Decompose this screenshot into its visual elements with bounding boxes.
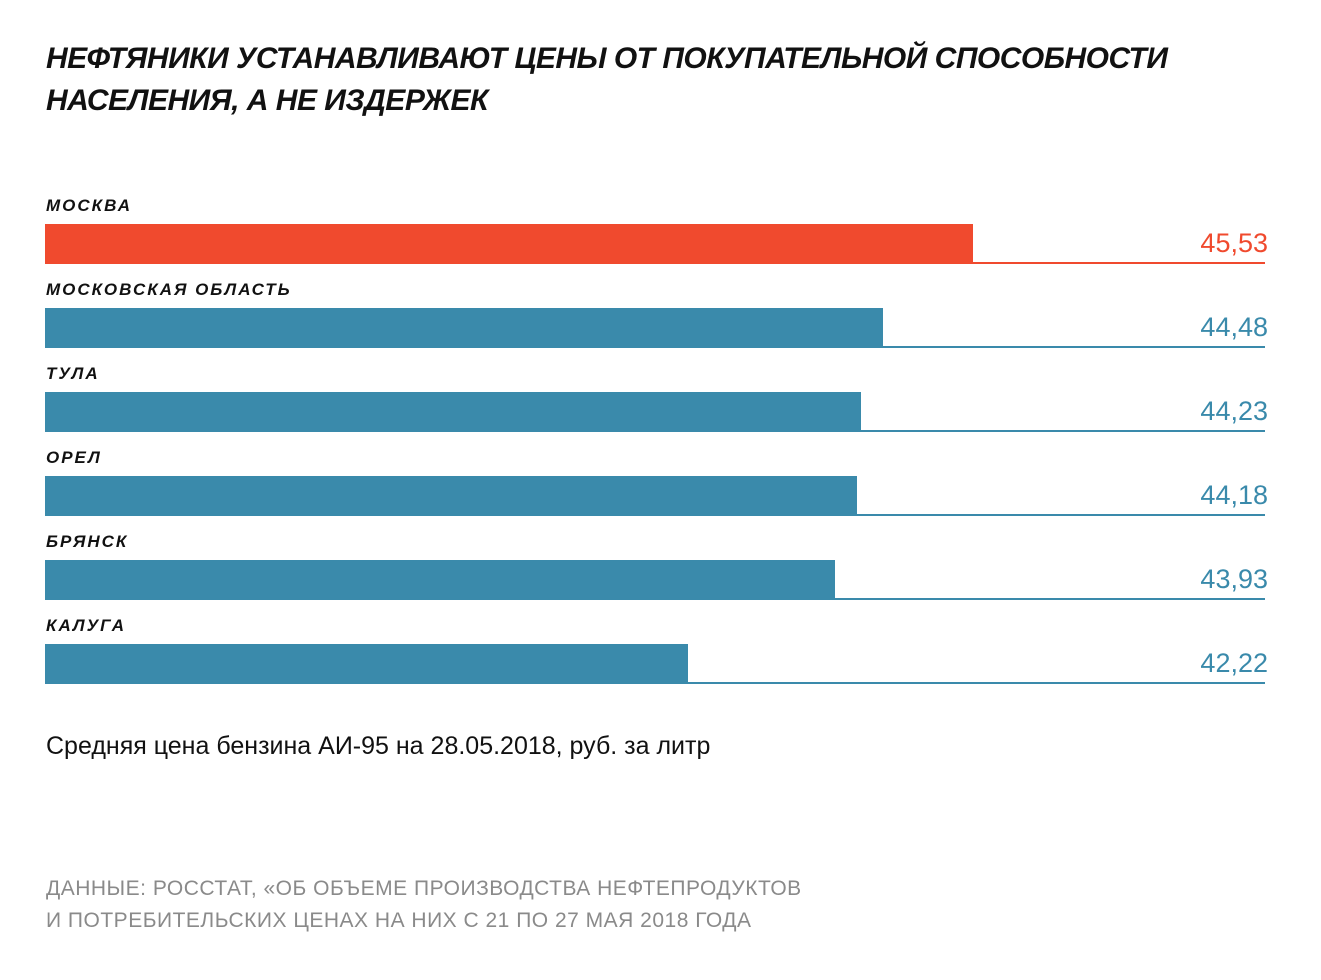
- category-label: КАЛУГА: [46, 616, 126, 635]
- bar: [45, 308, 883, 348]
- bar: [45, 476, 857, 516]
- bar-row: ОРЕЛ 44,18: [45, 448, 1268, 532]
- bar: [45, 224, 974, 264]
- bar-row: МОСКВА 45,53: [45, 196, 1268, 280]
- chart-subtitle: Средняя цена бензина АИ-95 на 28.05.2018…: [46, 732, 711, 760]
- value-label: 42,22: [1200, 648, 1268, 678]
- category-label: МОСКВА: [46, 196, 133, 215]
- category-label: МОСКОВСКАЯ ОБЛАСТЬ: [46, 280, 292, 299]
- value-label: 44,23: [1200, 396, 1268, 426]
- chart-title: НЕФТЯНИКИ УСТАНАВЛИВАЮТ ЦЕНЫ ОТ ПОКУПАТЕ…: [46, 42, 1168, 117]
- value-label: 45,53: [1200, 228, 1268, 258]
- bar: [45, 560, 836, 600]
- value-label: 44,48: [1200, 312, 1268, 342]
- bar: [45, 644, 689, 684]
- bar-row: КАЛУГА 42,22: [45, 616, 1268, 700]
- bar: [45, 392, 862, 432]
- category-label: ОРЕЛ: [46, 448, 102, 467]
- bar-row: БРЯНСК 43,93: [45, 532, 1268, 616]
- value-label: 43,93: [1200, 564, 1268, 594]
- category-label: БРЯНСК: [46, 532, 129, 551]
- value-label: 44,18: [1200, 480, 1268, 510]
- bar-row: ТУЛА 44,23: [45, 364, 1268, 448]
- source-line-1: ДАННЫЕ: РОССТАТ, «ОБ ОБЪЕМЕ ПРОИЗВОДСТВА…: [46, 877, 802, 900]
- source-line-2: И ПОТРЕБИТЕЛЬСКИХ ЦЕНАХ НА НИХ С 21 ПО 2…: [46, 909, 752, 932]
- category-label: ТУЛА: [46, 364, 100, 383]
- source-note: ДАННЫЕ: РОССТАТ, «ОБ ОБЪЕМЕ ПРОИЗВОДСТВА…: [46, 873, 802, 937]
- bar-row: МОСКОВСКАЯ ОБЛАСТЬ 44,48: [45, 280, 1268, 364]
